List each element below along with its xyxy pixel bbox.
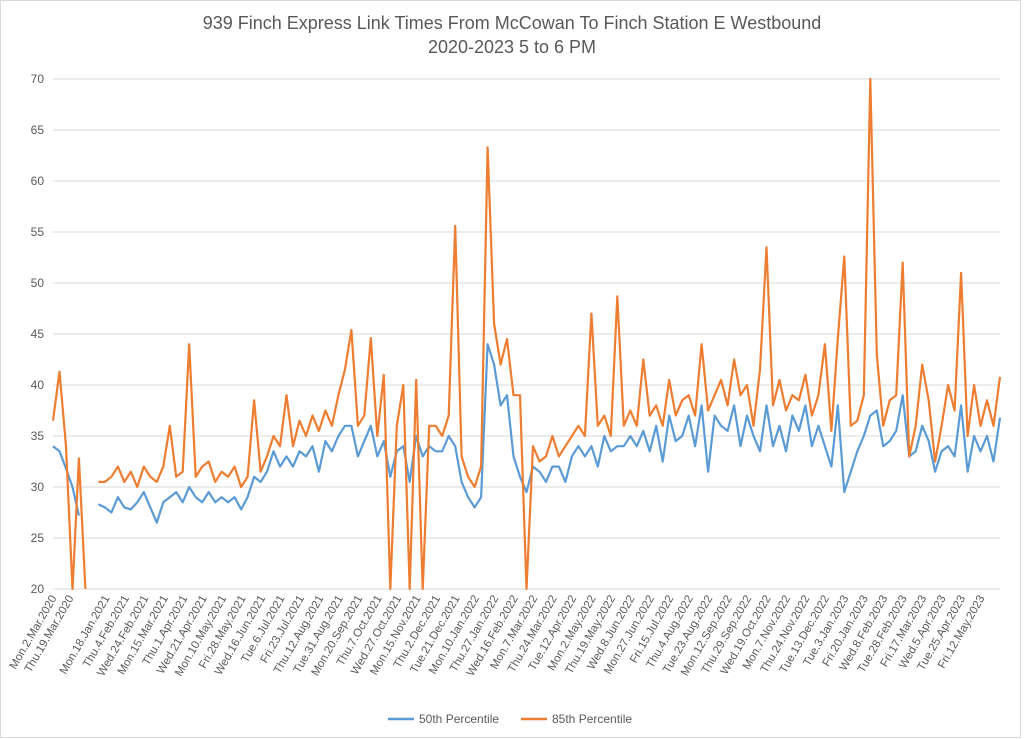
y-tick-label: 65 (31, 123, 45, 137)
series-lines (51, 77, 1002, 591)
y-tick-label: 55 (31, 225, 45, 239)
legend-label-85th: 85th Percentile (552, 712, 632, 726)
y-axis-ticks: 20 25 30 35 40 45 50 55 60 65 70 (31, 72, 45, 596)
series-line-85th-percentile (51, 77, 1002, 591)
y-tick-label: 20 (31, 582, 45, 596)
y-tick-label: 45 (31, 327, 45, 341)
y-tick-label: 25 (31, 531, 45, 545)
chart-title-line-2: 2020-2023 5 to 6 PM (428, 37, 596, 57)
y-tick-label: 35 (31, 429, 45, 443)
x-axis-ticks: Mon.2.Mar.2020Thu.19.Mar.2020Mon.18.Jan.… (8, 594, 988, 679)
y-tick-label: 40 (31, 378, 45, 392)
chart-title-line-1: 939 Finch Express Link Times From McCowa… (203, 13, 822, 33)
legend: 50th Percentile 85th Percentile (388, 712, 632, 726)
y-tick-label: 30 (31, 480, 45, 494)
y-tick-label: 60 (31, 174, 45, 188)
legend-label-50th: 50th Percentile (419, 712, 499, 726)
y-tick-label: 70 (31, 72, 45, 86)
y-tick-label: 50 (31, 276, 45, 290)
